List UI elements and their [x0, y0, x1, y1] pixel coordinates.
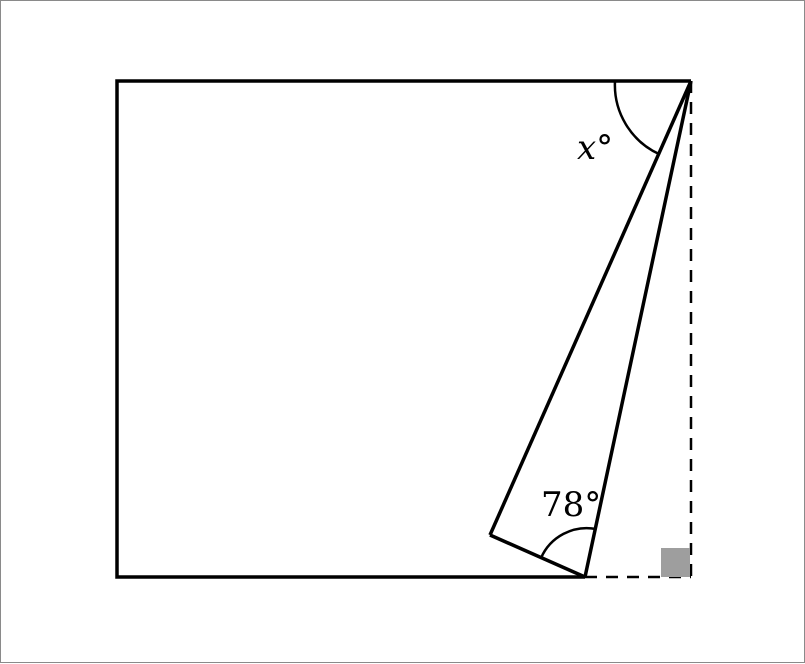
angle-x-label: x°	[577, 128, 613, 168]
fold-edge-outer	[488, 80, 693, 536]
angle-x-arc	[613, 80, 660, 156]
fold-crease	[583, 80, 693, 578]
angle-78-label: 78°	[541, 485, 601, 525]
fold-edge-bottom	[489, 533, 586, 579]
right-angle-marker	[661, 548, 690, 577]
outline-left-top-bottom	[115, 79, 691, 579]
angle-78-arc	[539, 526, 597, 559]
